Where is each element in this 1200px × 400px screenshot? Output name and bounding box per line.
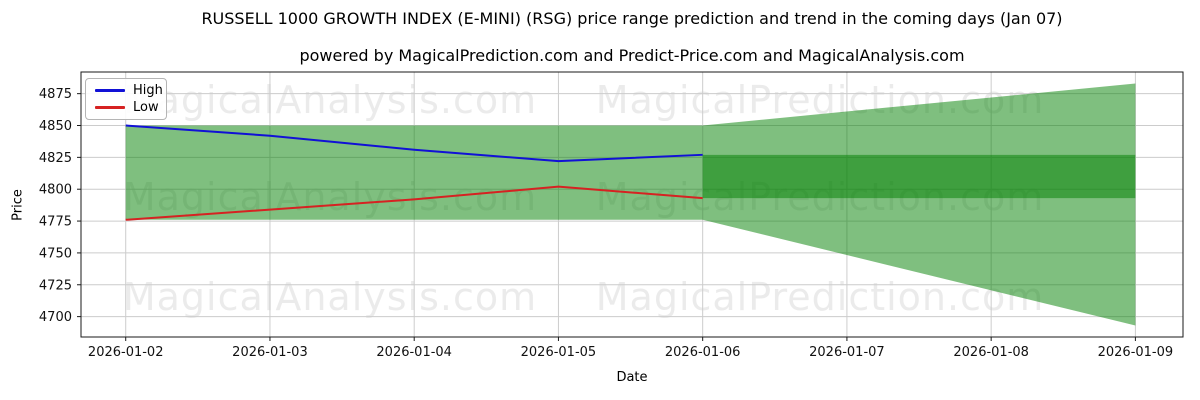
y-tick-label: 4750 <box>39 246 72 261</box>
legend-label-high: High <box>133 83 163 98</box>
y-tick-label: 4875 <box>39 87 72 102</box>
x-tick-label: 2026-01-06 <box>665 345 741 360</box>
high-line-swatch-icon <box>95 89 125 92</box>
y-tick-label: 4725 <box>39 278 72 293</box>
x-tick-label: 2026-01-09 <box>1098 345 1174 360</box>
x-tick-label: 2026-01-02 <box>88 345 164 360</box>
forecast-cone-band <box>702 83 1136 326</box>
x-tick-label: 2026-01-08 <box>953 345 1029 360</box>
legend-label-low: Low <box>133 100 159 115</box>
x-axis-label: Date <box>616 370 648 385</box>
x-tick-label: 2026-01-03 <box>232 345 308 360</box>
chart-subtitle: powered by MagicalPrediction.com and Pre… <box>299 46 965 65</box>
y-tick-label: 4800 <box>39 183 72 198</box>
legend-entry-low: Low <box>86 101 166 114</box>
forecast-core-band <box>702 154 1136 199</box>
y-tick-label: 4825 <box>39 151 72 166</box>
legend-entry-high: High <box>86 84 166 97</box>
y-tick-label: 4850 <box>39 119 72 134</box>
x-tick-label: 2026-01-07 <box>809 345 885 360</box>
y-tick-label: 4700 <box>39 310 72 325</box>
x-tick-label: 2026-01-04 <box>376 345 452 360</box>
low-line-swatch-icon <box>95 106 125 109</box>
chart-title: RUSSELL 1000 GROWTH INDEX (E-MINI) (RSG)… <box>201 9 1063 28</box>
low-line <box>125 185 703 221</box>
plot-border <box>80 71 1184 338</box>
legend: High Low <box>85 78 167 120</box>
y-tick-label: 4775 <box>39 215 72 230</box>
x-tick-label: 2026-01-05 <box>521 345 597 360</box>
historical-range-band <box>125 125 703 220</box>
y-axis-label: Price <box>10 189 26 221</box>
high-line <box>125 124 703 163</box>
